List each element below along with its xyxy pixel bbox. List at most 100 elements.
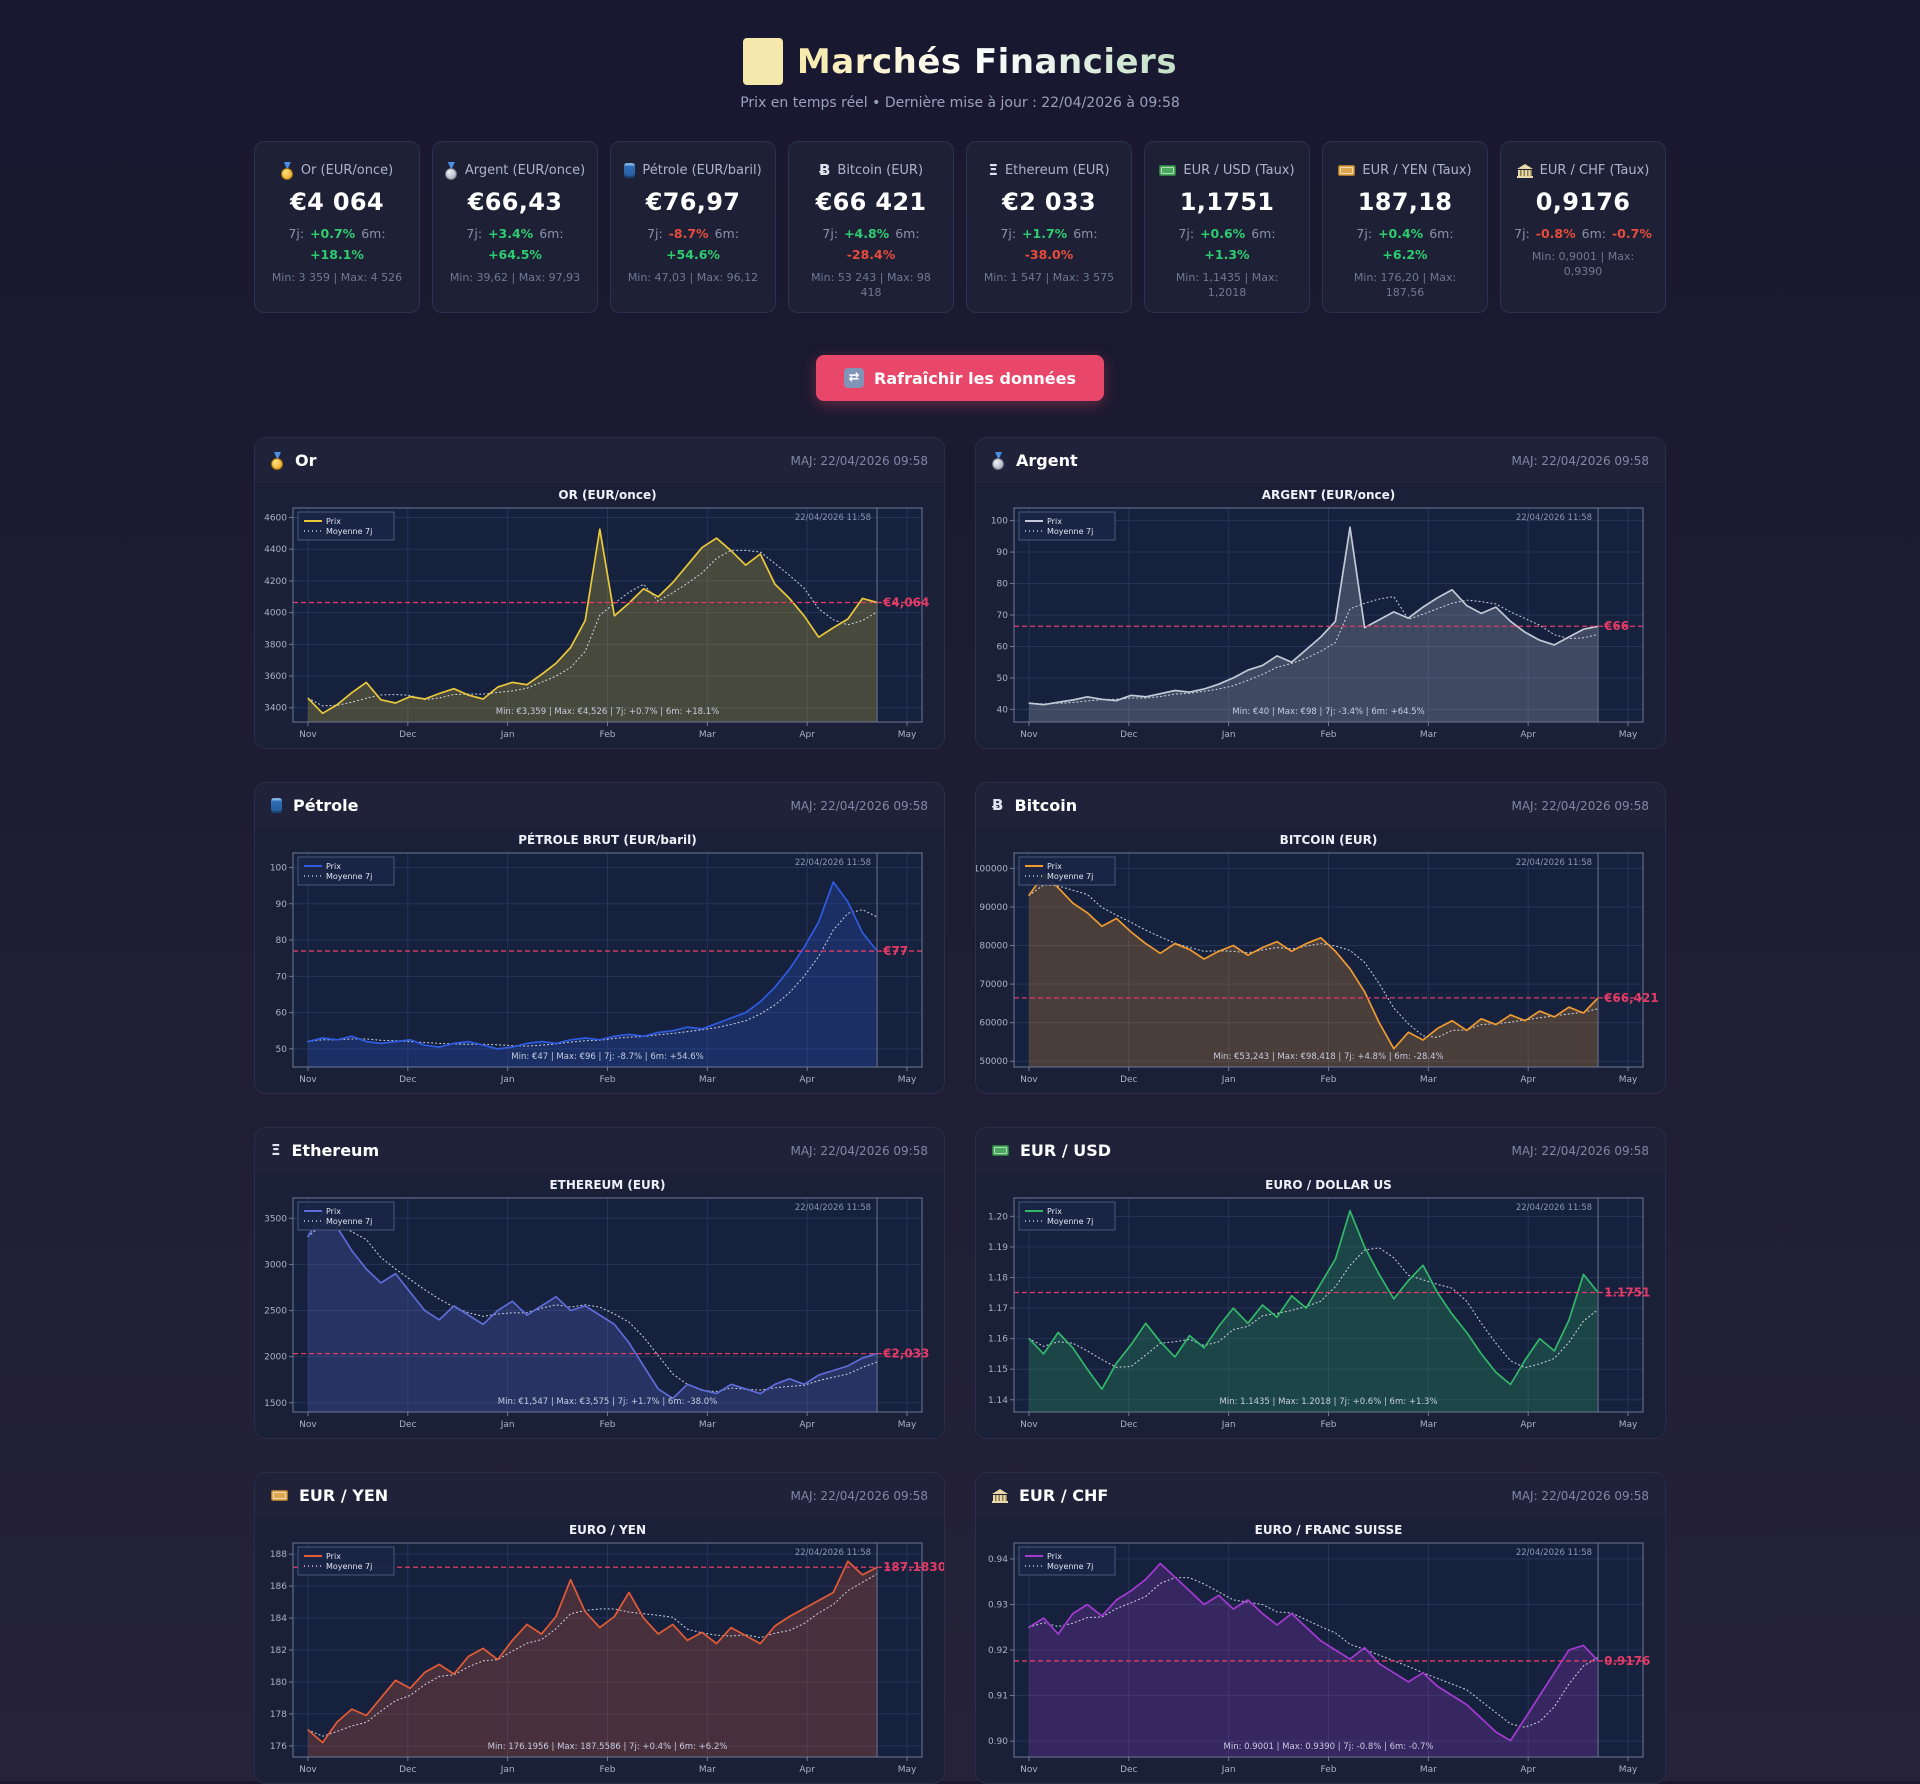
svg-text:1.14: 1.14 [988,1396,1008,1406]
prix-line [307,1560,878,1744]
panel-chart-eur-usd: 1.14 1.15 1.16 1.17 1.18 1.19 1.20 Nov Dec Jan Feb… [976,1173,1665,1439]
stat-card-petrole: Pétrole (EUR/baril) €76,97 7j: -8.7% 6m: +54.… [610,141,776,314]
moyenne-line [307,1223,878,1393]
svg-text:90: 90 [276,900,288,910]
btc-icon: Ƀ [992,796,1004,815]
svg-text:Nov: Nov [299,1765,317,1775]
svg-text:Feb: Feb [600,1075,616,1085]
eth-icon: Ξ [271,1141,281,1160]
series-fill [307,1561,878,1758]
panel-chart-or: 3400 3600 3800 4000 4200 4400 4600 Nov Dec Jan Feb… [255,483,944,749]
svg-text:Moyenne 7j: Moyenne 7j [1047,527,1093,536]
stat-card-bitcoin: Ƀ Bitcoin (EUR) €66 421 7j: +4.8% 6m: -28.4% Mi… [788,141,954,314]
svg-text:100000: 100000 [976,865,1008,875]
moyenne-line [1028,1247,1599,1369]
medal-silver-icon [992,451,1005,470]
svg-text:Feb: Feb [600,1420,616,1430]
stat-card-value: €2 033 [1002,187,1096,216]
svg-text:Mar: Mar [1420,730,1437,740]
svg-text:90000: 90000 [979,903,1008,913]
stat-card-value: 187,18 [1357,187,1453,216]
svg-text:Mar: Mar [1420,1075,1437,1085]
change-6m-value: -28.4% [846,246,896,262]
series-fill [1028,527,1599,723]
svg-text:186: 186 [270,1582,287,1592]
panel-updated-at: MAJ: 22/04/2026 09:58 [1511,453,1649,468]
chart-title: EURO / YEN [569,1523,646,1537]
svg-text:May: May [898,1420,917,1430]
svg-text:0.91: 0.91 [988,1692,1008,1702]
panel-header-eur-usd: EUR / USD MAJ: 22/04/2026 09:58 [976,1128,1665,1174]
svg-text:Feb: Feb [1321,1765,1337,1775]
svg-text:60: 60 [997,643,1009,653]
moyenne-line [1028,596,1599,705]
chart-title: PÉTROLE BRUT (EUR/baril) [518,832,697,847]
change-7d-value: +0.6% [1200,225,1246,241]
svg-text:Prix: Prix [1047,862,1062,871]
change-7d-label: 7j: [822,225,839,241]
svg-text:Nov: Nov [1020,1420,1038,1430]
panel-bitcoin: Ƀ Bitcoin MAJ: 22/04/2026 09:58 50000 60000 7… [975,782,1666,1095]
panel-eur-chf: EUR / CHF MAJ: 22/04/2026 09:58 0.90 0.91 0.… [975,1472,1666,1784]
svg-text:180: 180 [270,1678,287,1688]
panel-updated-at: MAJ: 22/04/2026 09:58 [790,453,928,468]
current-price-label: €66 [1603,620,1629,634]
svg-text:90: 90 [997,548,1009,558]
svg-text:1.16: 1.16 [988,1335,1008,1345]
panel-title: EUR / CHF [1019,1486,1109,1506]
stat-card-name: EUR / CHF (Taux) [1511,162,1655,180]
series-fill [1028,1211,1599,1413]
stat-card-minmax: Min: 1,1435 | Max: 1,2018 [1175,270,1279,299]
series-fill [1028,874,1599,1068]
svg-text:Mar: Mar [699,1075,716,1085]
current-price-label: 1.1751 [1604,1286,1650,1300]
svg-text:Jan: Jan [1221,1765,1236,1775]
panel-header-or: Or MAJ: 22/04/2026 09:58 [255,438,944,484]
chart-panels: Or MAJ: 22/04/2026 09:58 3400 3600 3800 4000 4… [254,437,1666,1784]
series-fill [1028,1563,1599,1758]
stat-card-ethereum: Ξ Ethereum (EUR) €2 033 7j: +1.7% 6m: -38.0% Mi… [966,141,1132,314]
svg-text:Mar: Mar [699,730,716,740]
current-price-label: €66,421 [1603,991,1659,1005]
refresh-button-label: Rafraîchir les données [874,368,1076,388]
note-yen-icon [271,1490,288,1502]
stat-card-eur-yen: EUR / YEN (Taux) 187,18 7j: +0.4% 6m: +6.2% Mi… [1322,141,1488,314]
svg-text:Prix: Prix [326,517,341,526]
stat-card-value: €66,43 [467,188,563,216]
svg-text:188: 188 [270,1551,287,1561]
moyenne-line [1028,884,1599,1039]
svg-text:60000: 60000 [979,1019,1008,1029]
bank-icon [992,1488,1008,1503]
change-7d-label: 7j: [647,225,663,241]
svg-text:Prix: Prix [1047,1552,1062,1561]
chart-timestamp: 22/04/2026 11:58 [1516,513,1592,523]
svg-text:0.90: 0.90 [988,1737,1008,1747]
refresh-button[interactable]: ⇄ Rafraîchir les données [816,355,1104,402]
stat-card-changes: 7j: -8.7% 6m: +54.6% [621,226,765,262]
current-price-label: 0.9176 [1604,1654,1650,1668]
chart-timestamp: 22/04/2026 11:58 [1516,858,1592,868]
chart-eur-yen: 176 178 180 182 184 186 188 Nov Dec Jan Feb Mar Apr M… [270,1523,944,1775]
panel-updated-at: MAJ: 22/04/2026 09:58 [1511,1143,1649,1158]
panel-title: EUR / YEN [299,1486,389,1506]
svg-text:1.15: 1.15 [988,1366,1008,1376]
svg-text:Moyenne 7j: Moyenne 7j [1047,872,1093,881]
stat-card-changes: 7j: +1.7% 6m: -38.0% [977,226,1121,262]
panel-header-eur-yen: EUR / YEN MAJ: 22/04/2026 09:58 [255,1473,944,1519]
svg-text:Moyenne 7j: Moyenne 7j [1047,1562,1093,1571]
stat-cards: Or (EUR/once) €4 064 7j: +0.7% 6m: +18.1% Min:… [254,141,1666,314]
svg-text:Dec: Dec [399,730,416,740]
stat-card-value: €76,97 [645,187,741,216]
stat-card-name: EUR / YEN (Taux) [1333,162,1477,180]
stat-card-value: 1,1751 [1179,187,1275,216]
svg-text:3400: 3400 [264,704,287,714]
chart-title: EURO / DOLLAR US [1265,1178,1392,1192]
chart-footer: Min: €40 | Max: €98 | 7j: -3.4% | 6m: +6… [1232,707,1424,717]
svg-text:Nov: Nov [299,1075,317,1085]
panel-header-eur-chf: EUR / CHF MAJ: 22/04/2026 09:58 [976,1473,1665,1519]
prix-line [307,1210,878,1400]
stat-card-name: EUR / USD (Taux) [1155,162,1299,180]
change-6m-label: 6m: [1251,225,1276,241]
